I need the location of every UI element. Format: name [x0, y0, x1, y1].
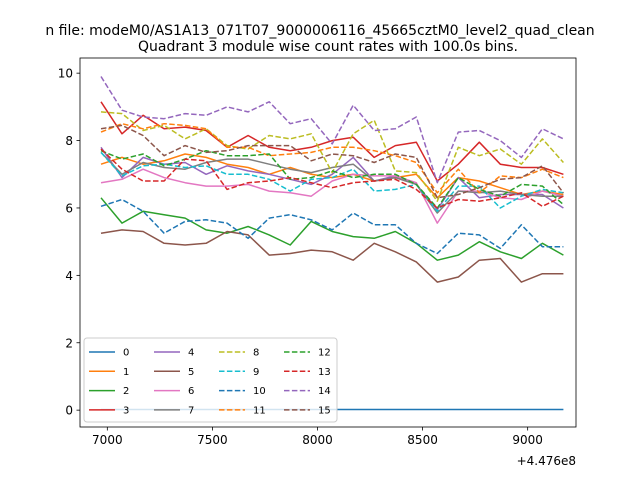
legend-label-3: 3	[123, 405, 129, 416]
legend-label-9: 9	[253, 367, 259, 378]
legend-label-6: 6	[188, 386, 194, 397]
legend-label-15: 15	[318, 405, 331, 416]
chart-title: Quadrant 3 module wise count rates with …	[138, 39, 518, 55]
series-line-14	[100, 76, 564, 184]
series-line-9	[100, 151, 564, 213]
series-line-12	[100, 149, 564, 209]
legend-label-10: 10	[253, 386, 266, 397]
y-tick-label: 8	[65, 134, 73, 148]
series-line-13	[100, 148, 564, 209]
x-axis: 7000 7500 8000 8500 9000	[92, 427, 543, 447]
legend-label-1: 1	[123, 367, 129, 378]
figure-suptitle: n file: modeM0/AS1A13_071T07_9000006116_…	[45, 23, 594, 39]
y-tick-label: 2	[65, 336, 73, 350]
y-axis: 0 2 4 6 8 10	[58, 67, 80, 418]
legend-label-7: 7	[188, 405, 194, 416]
legend-label-8: 8	[253, 348, 259, 359]
series-line-15	[100, 124, 564, 199]
legend-label-2: 2	[123, 386, 129, 397]
series-line-5	[100, 229, 564, 283]
legend-label-14: 14	[318, 386, 331, 397]
x-tick-label: 9000	[512, 433, 543, 447]
legend-label-12: 12	[318, 348, 331, 359]
y-tick-label: 4	[65, 269, 73, 283]
series-line-10	[100, 198, 564, 255]
legend-label-4: 4	[188, 348, 194, 359]
legend-label-13: 13	[318, 367, 331, 378]
y-tick-label: 10	[58, 67, 73, 81]
axes-frame	[79, 57, 577, 428]
y-tick-label: 6	[65, 201, 73, 215]
legend-box	[83, 337, 338, 423]
series-line-2	[100, 197, 564, 261]
x-tick-label: 7500	[197, 433, 228, 447]
y-tick-label: 0	[65, 404, 73, 418]
legend-label-11: 11	[253, 405, 266, 416]
x-tick-label: 8000	[302, 433, 333, 447]
x-tick-label: 8500	[407, 433, 438, 447]
legend-label-5: 5	[188, 367, 194, 378]
legend-label-0: 0	[123, 348, 129, 359]
series-line-4	[100, 146, 564, 211]
x-axis-offset-label: +4.476e8	[517, 454, 576, 468]
x-tick-label: 7000	[92, 433, 123, 447]
series-line-11	[100, 122, 564, 194]
series-line-3	[100, 101, 564, 182]
series-line-7	[100, 151, 564, 214]
series-layer	[100, 76, 564, 411]
series-line-8	[100, 111, 564, 202]
